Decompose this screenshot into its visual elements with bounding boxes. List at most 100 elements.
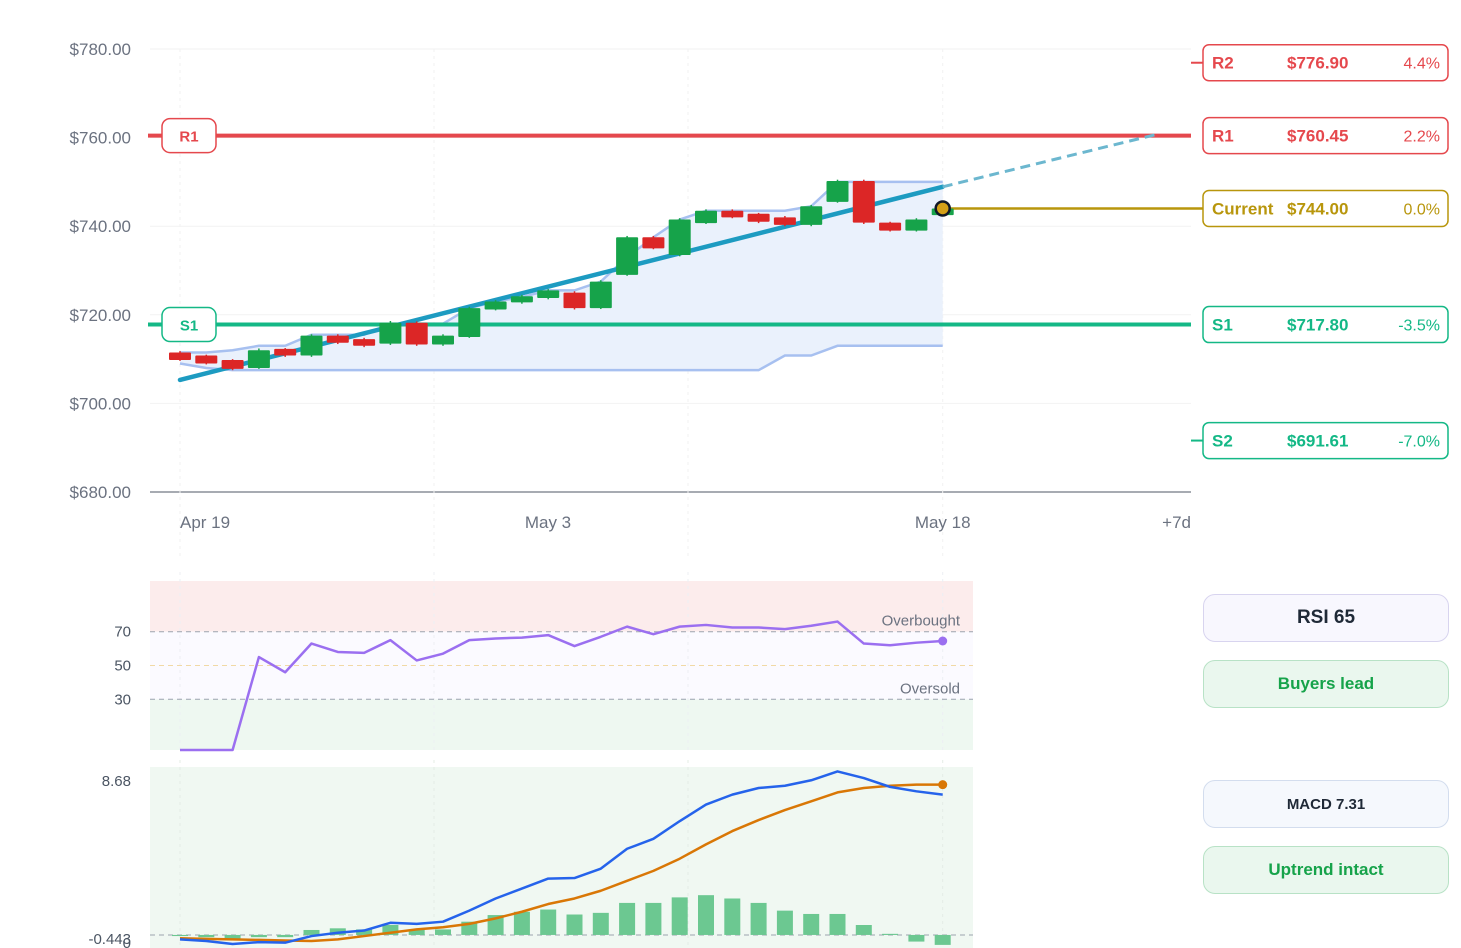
macd-status-text: Uptrend intact	[1268, 860, 1384, 879]
level-card	[1202, 116, 1449, 155]
level-badge	[161, 306, 217, 343]
candle	[800, 206, 823, 225]
macd-histogram-bar	[540, 909, 557, 935]
macd-y-tick-label: 8.68	[102, 773, 131, 790]
candle	[905, 219, 928, 231]
candle	[458, 308, 481, 337]
price-y-tick-label: $740.00	[70, 217, 131, 236]
macd-histogram-bar	[724, 898, 741, 935]
level-badge-label: S1	[180, 318, 198, 335]
macd-histogram-bar	[671, 897, 688, 935]
level-card-price: $717.80	[1287, 316, 1348, 335]
level-card-price: $744.00	[1287, 199, 1348, 218]
level-lines	[148, 61, 1203, 442]
candle	[642, 237, 665, 249]
macd-histogram-bar	[198, 934, 215, 938]
macd-histogram-bar	[645, 902, 662, 935]
price-x-tick-label: May 3	[525, 513, 571, 532]
price-y-tick-label: $780.00	[70, 40, 131, 59]
candle	[879, 222, 902, 231]
price-y-tick-label: $720.00	[70, 306, 131, 325]
candle	[826, 181, 849, 202]
macd-y-tick-label: 0	[123, 935, 131, 948]
macd-histogram-bar	[619, 902, 636, 935]
macd-histogram-bar	[172, 934, 188, 937]
macd-histogram-bar	[566, 914, 583, 935]
macd-signal-line	[179, 783, 943, 943]
macd-histogram-bar	[698, 895, 714, 935]
rsi-y-tick-label: 30	[114, 691, 131, 708]
rsi-indicator-chart: 70 50 30 Overbought Oversold	[114, 572, 973, 752]
candle	[747, 213, 770, 222]
level-card-name: R2	[1212, 54, 1234, 73]
candle	[405, 322, 428, 345]
macd-histogram-bar	[776, 910, 793, 935]
channel-lower-line	[179, 344, 943, 372]
candle	[668, 219, 691, 255]
candle	[563, 292, 586, 309]
candle	[432, 335, 454, 345]
level-card-price: $691.61	[1287, 432, 1348, 451]
level-card-pct: 4.4%	[1404, 56, 1440, 73]
price-x-axis: Apr 19 May 3 May 18 +7d	[180, 513, 1191, 532]
level-card-pct: -7.0%	[1398, 434, 1440, 451]
rsi-y-tick-label: 50	[114, 658, 131, 675]
macd-histogram-bar	[882, 933, 899, 935]
macd-last-point	[938, 780, 948, 790]
rsi-overbought-zone	[150, 581, 973, 632]
level-card-pct: 2.2%	[1404, 129, 1440, 146]
candle	[326, 335, 349, 343]
macd-value-text: MACD 7.31	[1286, 795, 1366, 813]
level-card-name: R1	[1212, 127, 1234, 146]
candle	[221, 359, 244, 369]
candles	[169, 179, 954, 371]
candle	[484, 301, 507, 310]
candle	[379, 322, 402, 344]
level-card	[1202, 189, 1449, 228]
rsi-status-panel: Buyers lead	[1203, 660, 1449, 708]
candle	[721, 210, 744, 218]
macd-line	[179, 770, 943, 946]
macd-value-panel: MACD 7.31	[1203, 780, 1449, 828]
level-badges: R1 S1	[161, 117, 217, 343]
macd-histogram-bar	[513, 911, 530, 935]
candle	[247, 350, 270, 368]
macd-histogram-bar	[934, 934, 951, 945]
macd-histogram-bar	[408, 929, 425, 935]
price-y-tick-label: $700.00	[70, 394, 131, 413]
price-y-tick-label: $760.00	[70, 129, 131, 148]
rsi-value-panel: RSI 65	[1203, 594, 1449, 642]
level-card-pct: -3.5%	[1398, 318, 1440, 335]
rsi-last-point	[938, 636, 948, 646]
level-card-name: S1	[1212, 316, 1233, 335]
candle	[773, 217, 796, 225]
price-x-tick-label: Apr 19	[180, 513, 230, 532]
level-card-pct: 0.0%	[1404, 201, 1440, 218]
macd-histogram-bar	[829, 913, 846, 935]
macd-histogram-bar	[224, 934, 241, 940]
level-card	[1202, 305, 1449, 344]
price-x-tick-label: May 18	[915, 513, 971, 532]
candle	[195, 355, 218, 364]
price-y-tick-label: $680.00	[70, 483, 131, 502]
candle	[695, 210, 717, 224]
current-price-dot	[934, 200, 951, 217]
level-card	[1202, 43, 1449, 82]
level-card-name: S2	[1212, 432, 1233, 451]
rsi-overbought-label: Overbought	[882, 613, 961, 630]
macd-histogram-bar	[303, 929, 320, 935]
candle	[274, 348, 297, 356]
macd-status-panel: Uptrend intact	[1203, 846, 1449, 894]
candle	[589, 281, 612, 309]
candle	[510, 296, 533, 303]
macd-histogram-bar	[750, 902, 767, 935]
candle	[353, 339, 376, 346]
macd-histogram-bar	[803, 913, 820, 935]
level-card-price: $776.90	[1287, 54, 1348, 73]
trendline-projection	[942, 132, 1159, 189]
price-x-tick-label: +7d	[1162, 513, 1191, 532]
macd-histogram-bar	[277, 934, 294, 938]
candle	[169, 352, 191, 360]
macd-histogram-bar	[382, 925, 399, 935]
